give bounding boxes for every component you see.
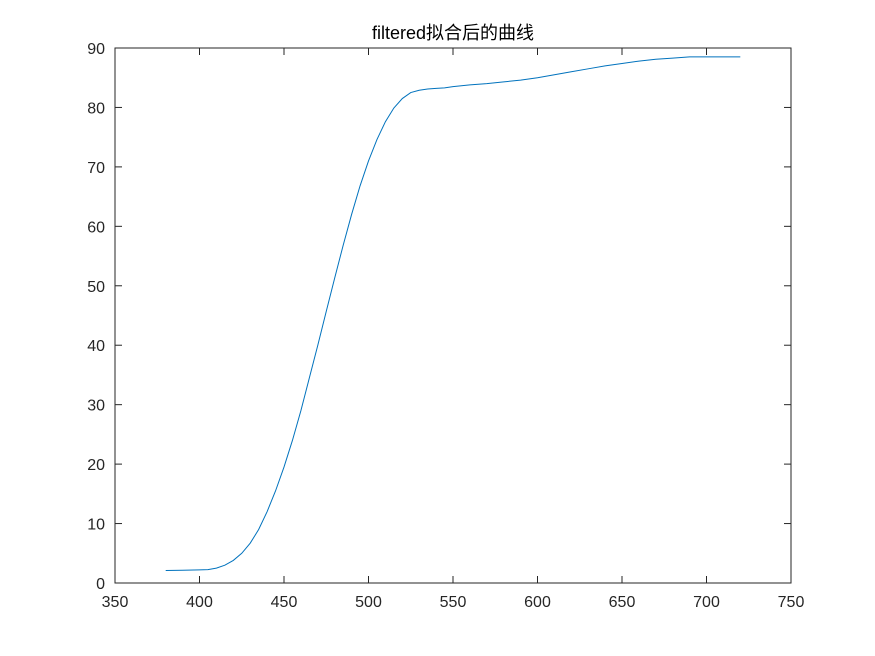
- x-tick-label: 550: [440, 594, 467, 611]
- x-tick-label: 700: [693, 594, 720, 611]
- y-tick-label: 0: [96, 576, 105, 593]
- x-tick-label: 600: [524, 594, 551, 611]
- x-tick-label: 750: [778, 594, 805, 611]
- y-tick-label: 80: [87, 100, 105, 117]
- y-tick-label: 60: [87, 219, 105, 236]
- x-tick-label: 450: [271, 594, 298, 611]
- data-series-line: [165, 56, 741, 572]
- plot-area: [114, 47, 792, 584]
- x-tick-label: 650: [609, 594, 636, 611]
- y-tick-label: 10: [87, 517, 105, 534]
- x-tick-label: 400: [186, 594, 213, 611]
- x-axis: 350 400 450 500 550 600 650 700 750: [102, 48, 805, 611]
- y-tick-label: 20: [87, 457, 105, 474]
- y-tick-label: 30: [87, 398, 105, 415]
- y-tick-label: 50: [87, 279, 105, 296]
- y-tick-label: 90: [87, 41, 105, 58]
- chart-title: filtered拟合后的曲线: [372, 23, 534, 43]
- x-tick-label: 500: [355, 594, 382, 611]
- x-tick-label: 350: [102, 594, 129, 611]
- y-tick-label: 70: [87, 160, 105, 177]
- y-tick-label: 40: [87, 338, 105, 355]
- y-axis: 0 10 20 30 40 50 60 70 80 90: [87, 41, 791, 593]
